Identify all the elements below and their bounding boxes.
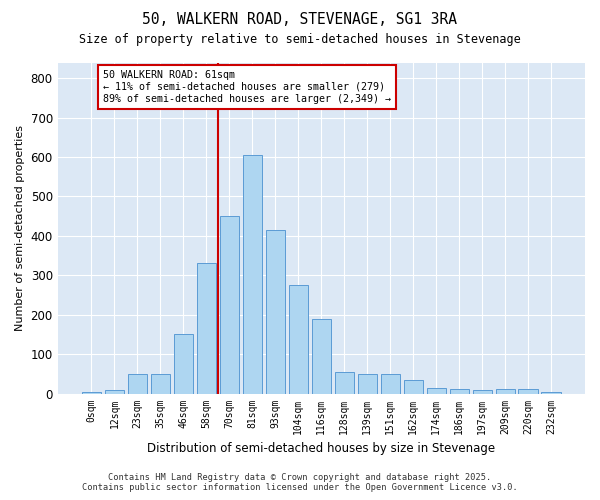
Bar bbox=[151, 374, 170, 394]
Bar bbox=[311, 318, 331, 394]
Bar bbox=[128, 374, 147, 394]
Text: Contains HM Land Registry data © Crown copyright and database right 2025.
Contai: Contains HM Land Registry data © Crown c… bbox=[82, 473, 518, 492]
Bar bbox=[358, 374, 377, 394]
Bar bbox=[289, 285, 308, 394]
Bar bbox=[449, 389, 469, 394]
Bar bbox=[220, 216, 239, 394]
Bar bbox=[104, 390, 124, 394]
Bar bbox=[335, 372, 354, 394]
Bar bbox=[404, 380, 423, 394]
Text: 50 WALKERN ROAD: 61sqm
← 11% of semi-detached houses are smaller (279)
89% of se: 50 WALKERN ROAD: 61sqm ← 11% of semi-det… bbox=[103, 70, 391, 104]
Text: 50, WALKERN ROAD, STEVENAGE, SG1 3RA: 50, WALKERN ROAD, STEVENAGE, SG1 3RA bbox=[143, 12, 458, 28]
Bar bbox=[427, 388, 446, 394]
Y-axis label: Number of semi-detached properties: Number of semi-detached properties bbox=[15, 125, 25, 331]
Bar bbox=[197, 264, 216, 394]
Bar bbox=[518, 389, 538, 394]
Bar bbox=[242, 155, 262, 394]
Bar bbox=[266, 230, 285, 394]
Bar bbox=[82, 392, 101, 394]
Bar bbox=[496, 389, 515, 394]
X-axis label: Distribution of semi-detached houses by size in Stevenage: Distribution of semi-detached houses by … bbox=[147, 442, 496, 455]
Bar bbox=[380, 374, 400, 394]
Bar bbox=[541, 392, 561, 394]
Bar bbox=[473, 390, 492, 394]
Bar bbox=[173, 334, 193, 394]
Text: Size of property relative to semi-detached houses in Stevenage: Size of property relative to semi-detach… bbox=[79, 32, 521, 46]
